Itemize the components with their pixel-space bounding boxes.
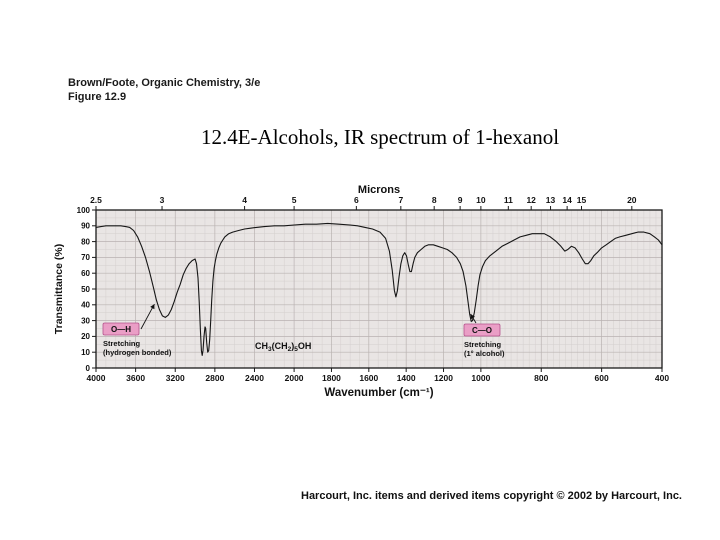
formula-label: CH3(CH2)5OH <box>255 341 311 353</box>
y-axis-tick-label: 40 <box>81 301 90 310</box>
spectrum-line <box>95 222 663 356</box>
bottom-axis-tick-label: 1800 <box>322 373 341 383</box>
bottom-axis-tick-label: 400 <box>655 373 669 383</box>
top-axis-tick-label: 5 <box>292 195 297 205</box>
bottom-axis-tick-label: 2000 <box>285 373 304 383</box>
top-axis-tick-label: 11 <box>504 195 513 205</box>
y-axis-tick-label: 30 <box>81 316 90 325</box>
y-axis-tick-label: 80 <box>81 237 90 246</box>
slide-title: 12.4E-Alcohols, IR spectrum of 1-hexanol <box>200 125 560 149</box>
y-axis-tick-label: 90 <box>81 222 90 231</box>
attribution: Brown/Foote, Organic Chemistry, 3/e Figu… <box>68 76 260 104</box>
y-axis: 0 10 20 30 40 50 60 70 80 90 100 Transmittance (%) <box>53 206 96 373</box>
attribution-line1: Brown/Foote, Organic Chemistry, 3/e <box>68 77 261 89</box>
top-axis-tick-label: 6 <box>354 195 359 205</box>
co-annotation-arrow-head <box>470 314 475 320</box>
x-axis-title: Wavenumber (cm⁻¹) <box>324 387 433 399</box>
y-axis-tick-label: 10 <box>81 348 90 357</box>
top-axis-tick-label: 14 <box>562 195 572 205</box>
co-annotation-box <box>463 323 501 337</box>
bottom-axis-tick-label: 2400 <box>245 373 264 383</box>
y-axis-tick-label: 70 <box>81 253 90 262</box>
oh-annotation-line2: (hydrogen bonded) <box>103 348 172 357</box>
top-axis-tick-label: 15 <box>577 195 587 205</box>
top-axis-tick-label: 13 <box>546 195 556 205</box>
bottom-axis-tick-label: 3200 <box>166 373 185 383</box>
top-axis-tick-label: 9 <box>458 195 463 205</box>
co-annotation-line1: Stretching <box>464 340 502 349</box>
y-axis-tick-label: 0 <box>86 364 91 373</box>
top-axis-title: Microns <box>358 184 400 196</box>
bottom-axis-tick-label: 2800 <box>205 373 224 383</box>
copyright-notice: Harcourt, Inc. items and derived items c… <box>301 490 682 502</box>
top-axis-tick-label: 3 <box>160 195 165 205</box>
bottom-axis-tick-label: 4000 <box>87 373 106 383</box>
bottom-axis-tick-label: 1600 <box>359 373 378 383</box>
top-axis-tick-label: 8 <box>432 195 437 205</box>
ir-spectrum-chart: Microns 2.5 3 4 5 6 7 8 9 10 11 12 13 14 15 20 4000 3600 3… <box>46 183 696 405</box>
oh-annotation-box-label: O—H <box>111 325 131 334</box>
y-axis-tick-label: 100 <box>77 206 91 215</box>
bottom-axis-tick-label: 600 <box>595 373 609 383</box>
top-axis: Microns 2.5 3 4 5 6 7 8 9 10 11 12 13 14 15 20 <box>90 184 637 210</box>
top-axis-tick-label: 4 <box>242 195 247 205</box>
top-axis-tick-label: 20 <box>627 195 637 205</box>
y-axis-tick-label: 60 <box>81 269 90 278</box>
top-axis-tick-label: 2.5 <box>90 195 102 205</box>
oh-annotation-arrow-head <box>150 304 155 310</box>
bottom-axis: 4000 3600 3200 2800 2400 2000 1800 1600 1400 1200… <box>87 368 669 399</box>
top-axis-tick-label: 12 <box>526 195 536 205</box>
oh-annotation-arrow-line <box>140 303 155 330</box>
y-axis-title: Transmittance (%) <box>53 244 65 334</box>
bottom-axis-tick-label: 3600 <box>126 373 145 383</box>
bottom-axis-tick-label: 1400 <box>397 373 416 383</box>
co-annotation-box-label: C—O <box>472 326 492 335</box>
attribution-line2: Figure 12.9 <box>68 91 127 103</box>
bottom-axis-tick-label: 1200 <box>434 373 453 383</box>
y-axis-tick-label: 20 <box>81 332 90 341</box>
top-axis-tick-label: 10 <box>476 195 486 205</box>
bottom-axis-tick-label: 1000 <box>471 373 490 383</box>
co-annotation-line2: (1° alcohol) <box>464 349 505 358</box>
y-axis-tick-label: 50 <box>81 285 90 294</box>
top-axis-tick-label: 7 <box>398 195 403 205</box>
oh-annotation-line1: Stretching <box>103 339 141 348</box>
bottom-axis-tick-label: 800 <box>534 373 548 383</box>
oh-annotation-box <box>102 322 140 336</box>
